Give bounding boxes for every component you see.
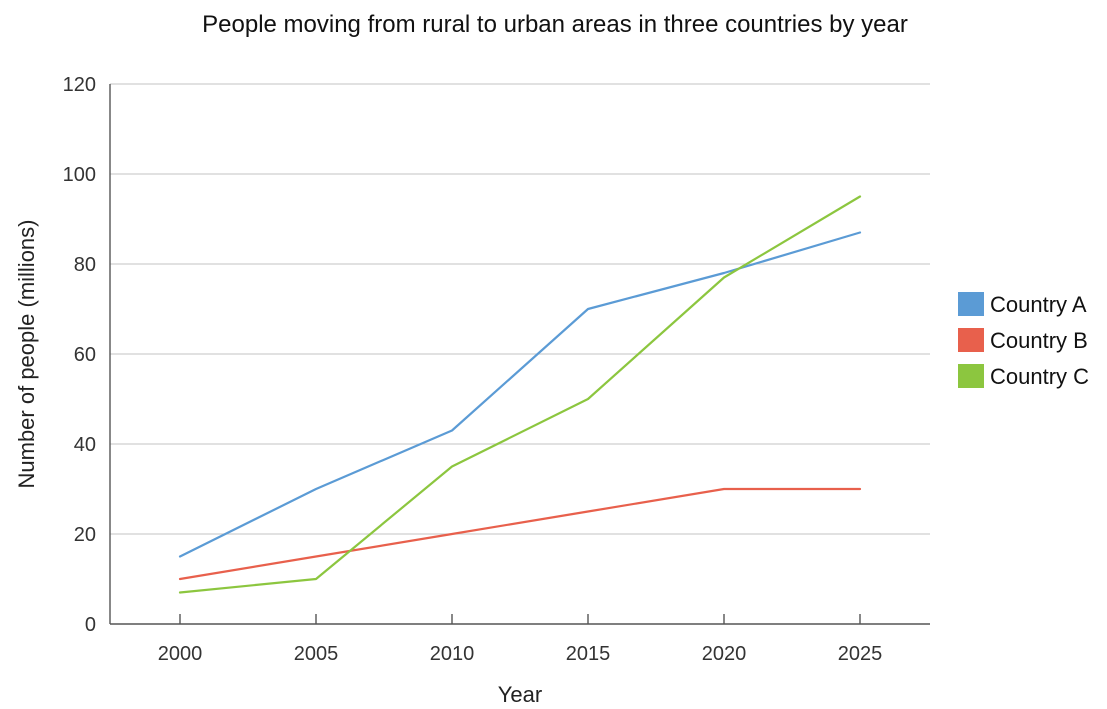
legend-label: Country B	[990, 328, 1088, 353]
x-tick-label: 2020	[702, 643, 747, 665]
legend-swatch	[958, 292, 984, 316]
y-tick-label: 100	[63, 164, 96, 186]
y-tick-label: 80	[74, 254, 96, 276]
x-tick-label: 2015	[566, 643, 611, 665]
series-line-country-c	[178, 195, 862, 594]
y-axis-ticks: 0 20 40 60 80 100 120	[63, 74, 96, 636]
legend-label: Country A	[990, 292, 1087, 317]
x-axis-ticks: 2000 2005 2010 2015 2020 2025	[158, 614, 883, 665]
y-tick-label: 0	[85, 614, 96, 636]
chart-title: People moving from rural to urban areas …	[202, 11, 908, 38]
gridlines	[110, 83, 930, 535]
y-tick-label: 20	[74, 524, 96, 546]
y-axis-label: Number of people (millions)	[14, 220, 39, 489]
series-line-country-a	[178, 231, 862, 558]
x-axis-label: Year	[498, 682, 542, 707]
axes	[109, 84, 930, 625]
y-tick-label: 120	[63, 74, 96, 96]
x-tick-label: 2010	[430, 643, 475, 665]
x-tick-label: 2000	[158, 643, 203, 665]
x-tick-label: 2025	[838, 643, 883, 665]
x-tick-label: 2005	[294, 643, 339, 665]
series-lines	[178, 195, 862, 594]
y-tick-label: 40	[74, 434, 96, 456]
legend-label: Country C	[990, 364, 1089, 389]
legend-swatch	[958, 328, 984, 352]
y-tick-label: 60	[74, 344, 96, 366]
legend-swatch	[958, 364, 984, 388]
legend: Country A Country B Country C	[958, 292, 1089, 389]
series-line-country-b	[178, 487, 862, 581]
